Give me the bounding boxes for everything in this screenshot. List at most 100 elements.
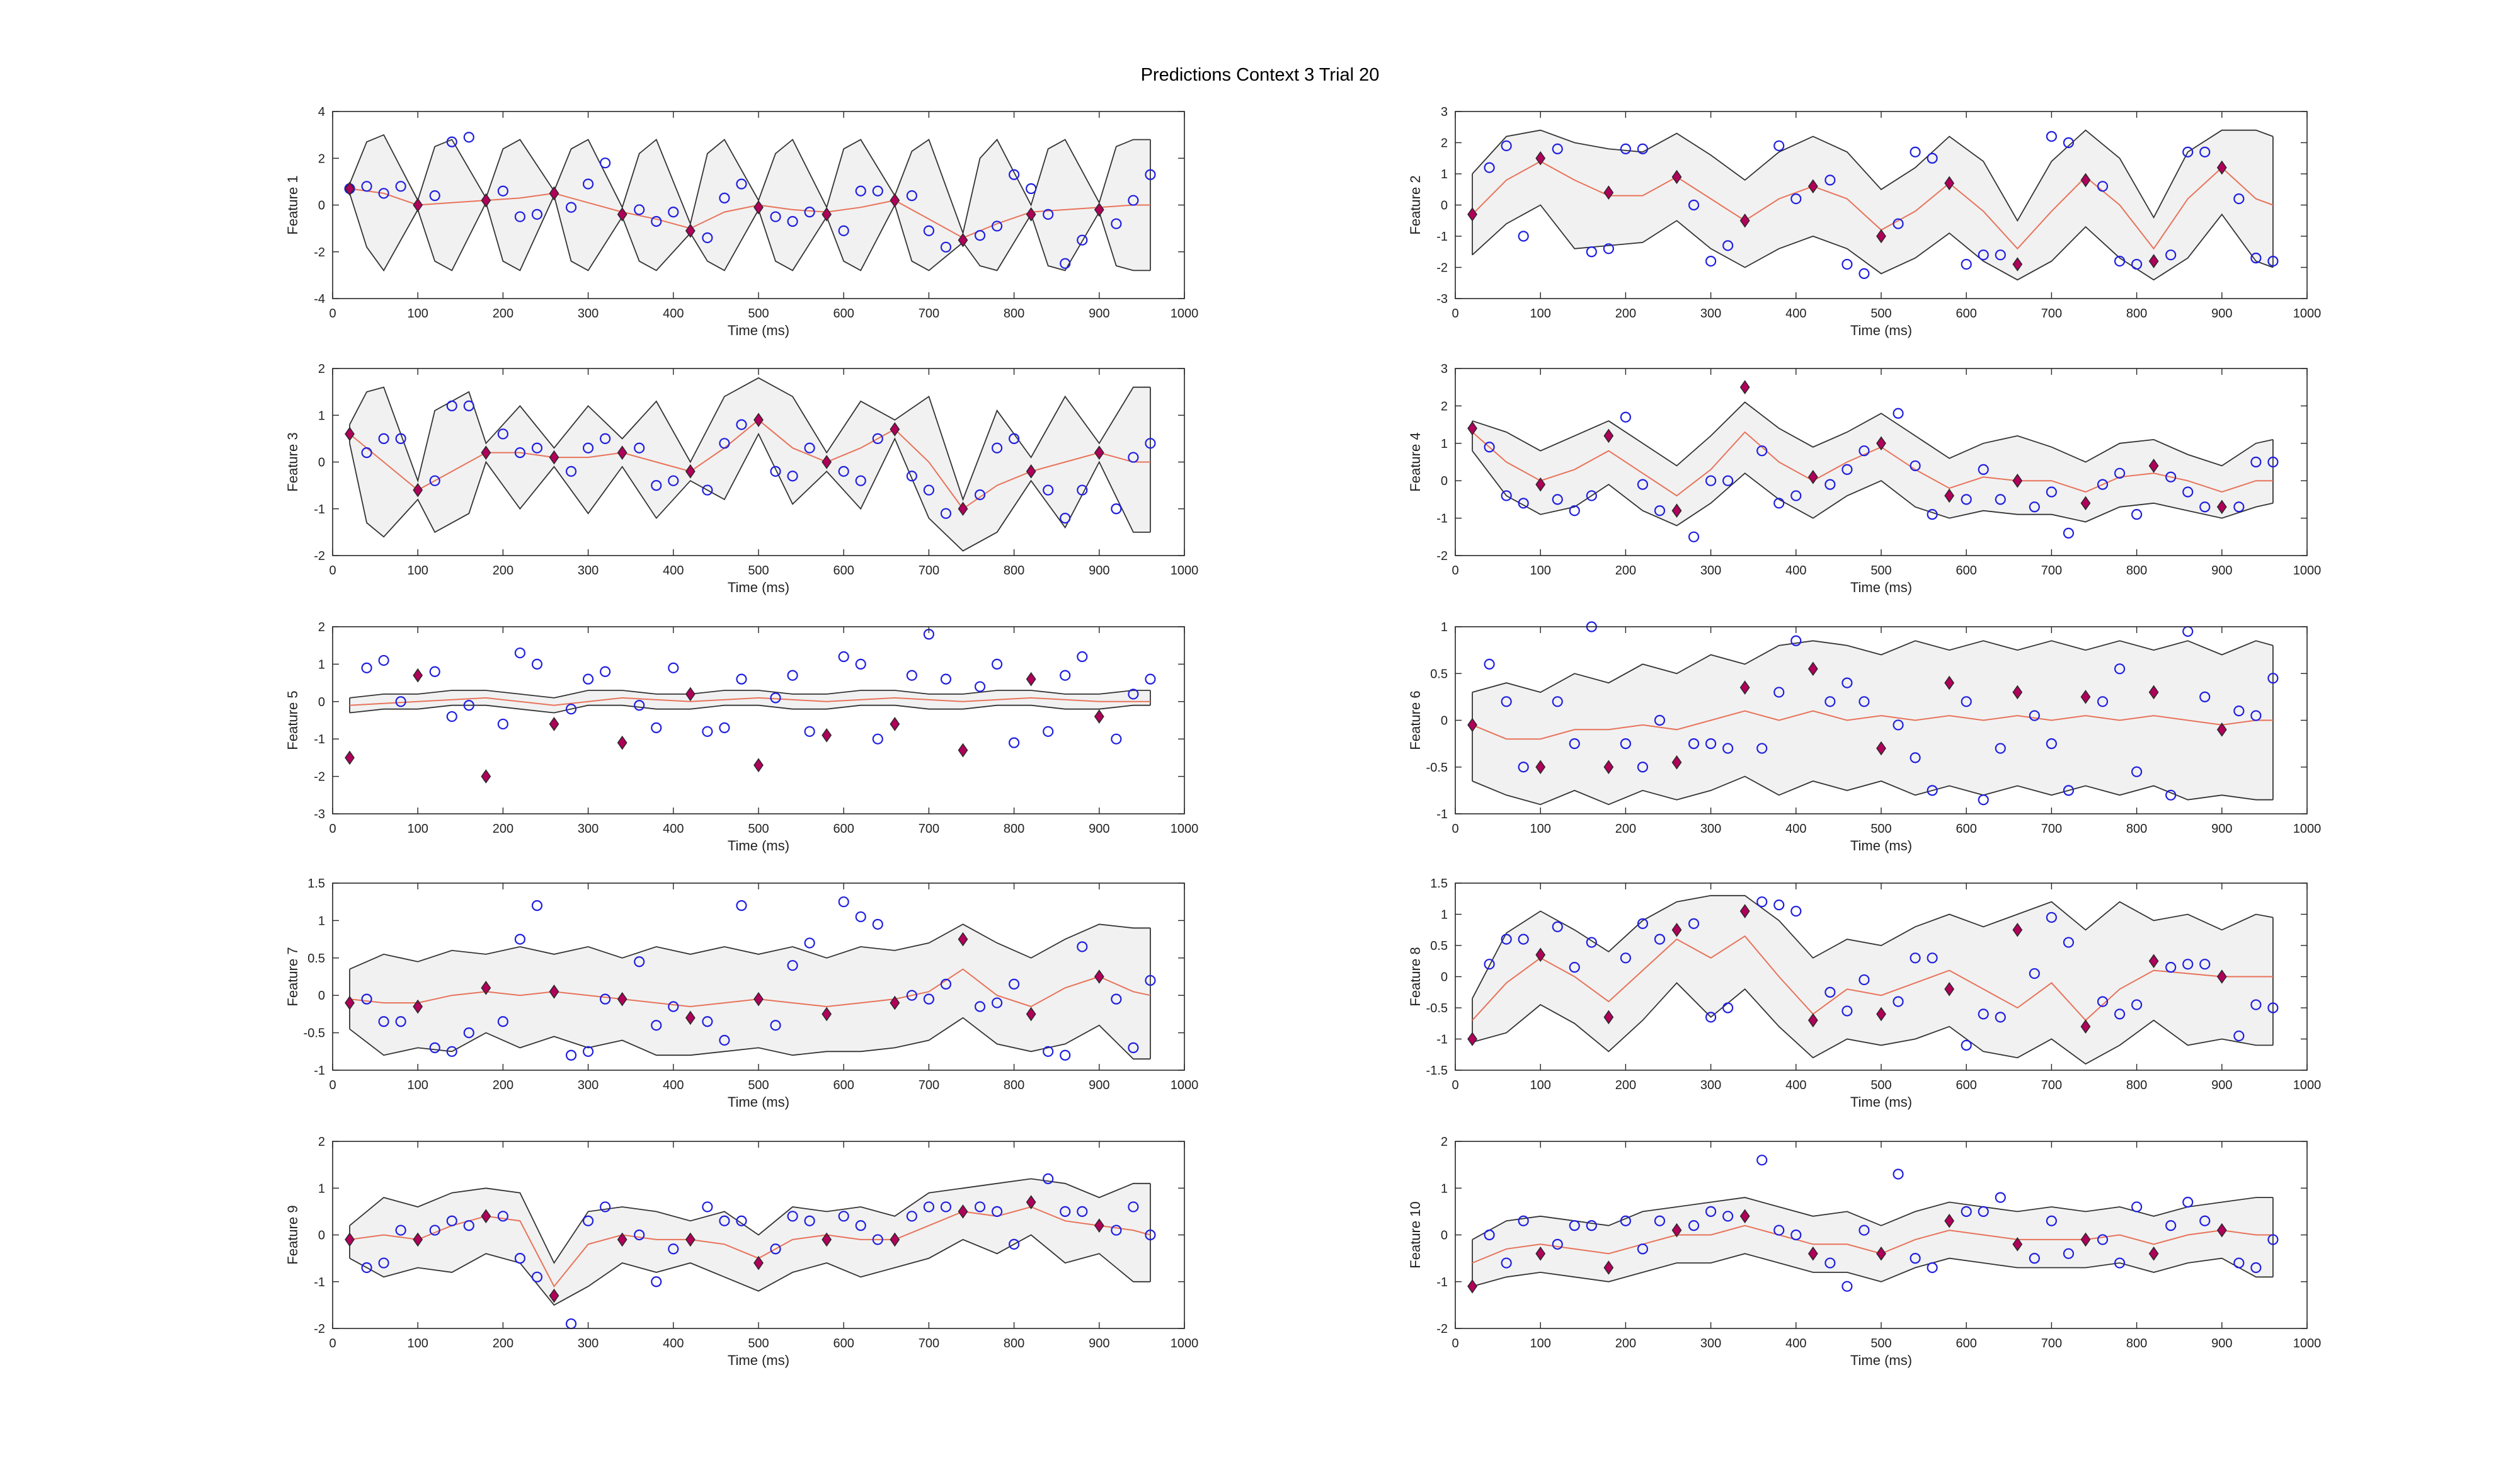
predicted-point <box>2148 685 2159 700</box>
observed-point <box>855 185 866 197</box>
predicted-point <box>822 1007 832 1022</box>
observed-point <box>1910 146 1921 157</box>
predicted-point <box>1739 904 1750 918</box>
observed-point <box>1790 905 1802 917</box>
y-axis-label: Feature 9 <box>285 1205 301 1264</box>
predicted-point <box>2012 1237 2023 1252</box>
x-tick-label: 300 <box>1700 1078 1721 1092</box>
observed-point <box>2250 253 2262 264</box>
predicted-point <box>345 995 355 1010</box>
observed-point <box>1603 243 1614 254</box>
observed-point <box>565 1318 577 1330</box>
observed-point <box>855 475 866 486</box>
x-tick-label: 800 <box>2126 307 2147 321</box>
observed-point <box>2063 137 2075 149</box>
predicted-point <box>1739 213 1750 228</box>
observed-point <box>1927 152 1938 164</box>
x-tick-label: 100 <box>408 822 428 836</box>
predicted-point <box>2080 496 2091 511</box>
x-tick-label: 700 <box>919 1337 939 1351</box>
observed-point <box>514 211 526 222</box>
observed-point <box>906 471 917 482</box>
y-axis-label: Feature 8 <box>1407 947 1423 1006</box>
observed-point <box>1978 464 1989 475</box>
x-tick-label: 500 <box>1870 564 1891 578</box>
observed-point <box>634 956 645 968</box>
predicted-point <box>2080 1019 2091 1034</box>
predicted-point <box>1671 503 1682 518</box>
observed-point <box>2199 691 2211 702</box>
observed-point <box>838 896 849 908</box>
observed-point <box>1060 1049 1071 1061</box>
predicted-point <box>481 981 491 995</box>
predicted-point <box>617 991 627 1007</box>
x-tick-label: 100 <box>1530 307 1551 321</box>
observed-point <box>991 997 1003 1008</box>
y-axis-label: Feature 1 <box>285 175 301 234</box>
observed-point <box>1569 962 1580 973</box>
predicted-point <box>1026 1007 1036 1022</box>
x-tick-label: 700 <box>919 307 939 321</box>
observed-point <box>378 1016 389 1027</box>
x-tick-label: 800 <box>2126 564 2147 578</box>
observed-point <box>2097 696 2109 707</box>
observed-point <box>719 438 730 449</box>
observed-point <box>2063 785 2075 796</box>
x-tick-label: 800 <box>2126 822 2147 836</box>
observed-point <box>463 132 474 143</box>
observed-point <box>582 178 594 190</box>
observed-point <box>1060 258 1071 269</box>
observed-point <box>1145 974 1156 986</box>
x-tick-label: 500 <box>748 822 769 836</box>
x-tick-label: 800 <box>1004 1337 1024 1351</box>
observed-point <box>429 190 440 202</box>
observed-point <box>2046 486 2057 498</box>
observed-point <box>1569 505 1580 517</box>
observed-point <box>1824 986 1836 998</box>
observed-point <box>906 1211 917 1222</box>
y-tick-label: 0.5 <box>1430 667 1448 681</box>
observed-point <box>1927 1262 1938 1274</box>
predicted-point <box>549 984 559 999</box>
observed-point <box>514 1253 526 1264</box>
predicted-point <box>685 1010 696 1025</box>
observed-point <box>1637 1243 1649 1255</box>
y-tick-label: 0 <box>318 1229 325 1243</box>
observed-point <box>2114 1257 2126 1269</box>
x-axis-label: Time (ms) <box>728 323 789 338</box>
observed-point <box>719 722 730 733</box>
observed-point <box>1773 140 1785 152</box>
observed-point <box>1824 174 1836 186</box>
predicted-point <box>958 932 968 947</box>
predicted-point <box>1944 176 1955 191</box>
x-tick-label: 900 <box>2211 564 2232 578</box>
observed-point <box>702 1016 713 1027</box>
observed-point <box>1145 169 1156 180</box>
predicted-point <box>1467 717 1477 733</box>
observed-point <box>2046 738 2057 750</box>
observed-point <box>1008 433 1020 444</box>
observed-point <box>446 1215 457 1226</box>
y-tick-label: -1 <box>314 1064 325 1078</box>
observed-point <box>838 465 849 477</box>
observed-point <box>2114 663 2126 675</box>
observed-point <box>1961 1039 1972 1051</box>
observed-point <box>2182 625 2194 637</box>
figure-title: Predictions Context 3 Trial 20 <box>1141 65 1380 85</box>
observed-point <box>1060 670 1071 681</box>
predicted-point <box>1535 947 1546 962</box>
x-tick-label: 0 <box>1452 1337 1458 1351</box>
confidence-band <box>350 377 1150 551</box>
observed-point <box>719 1215 730 1226</box>
observed-point <box>906 670 917 681</box>
observed-point <box>429 475 440 486</box>
observed-point <box>2063 527 2075 539</box>
observed-point <box>378 654 389 666</box>
observed-point <box>2267 1234 2279 1245</box>
x-tick-label: 200 <box>1615 1078 1636 1092</box>
x-tick-label: 700 <box>2041 1337 2062 1351</box>
observed-point <box>1688 1220 1700 1231</box>
observed-point <box>1841 464 1853 475</box>
observed-point <box>1484 162 1495 173</box>
observed-point <box>651 1020 662 1031</box>
